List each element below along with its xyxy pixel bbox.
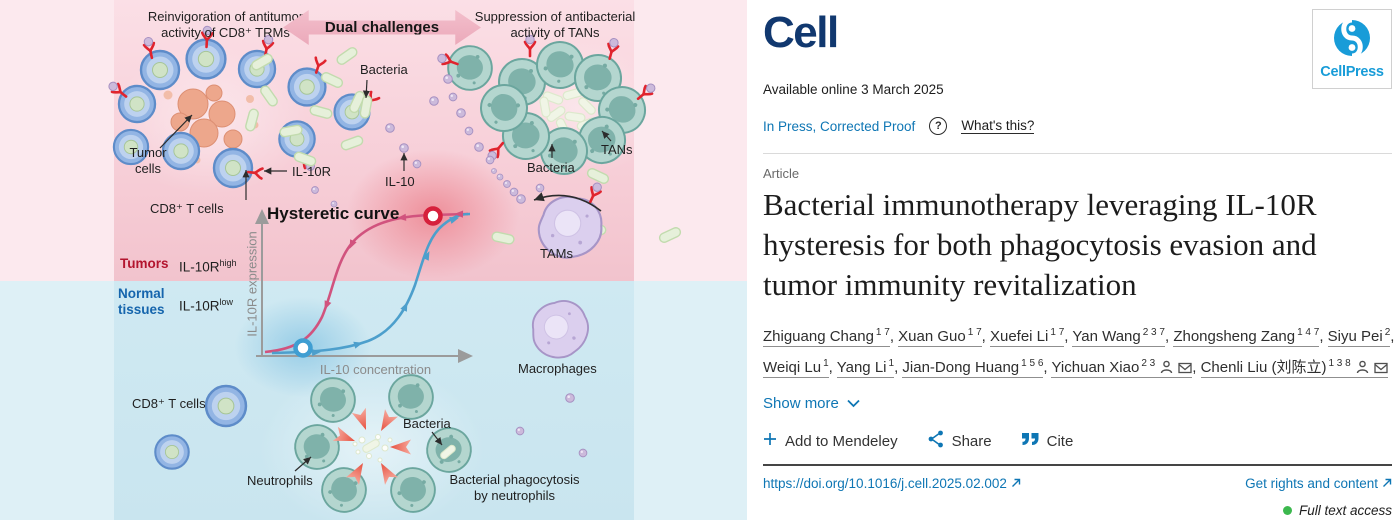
author[interactable]: Zhongsheng Zang 1 4 7, [1173,327,1328,347]
mail-icon[interactable] [1178,354,1192,381]
zone-tumors-label: Tumors [120,256,169,271]
label-bacteria-top: Bacteria [360,62,408,77]
label-tans: TANs [601,142,633,157]
whats-this-link[interactable]: What's this? [961,118,1035,134]
label-suppression: Suppression of antibacterial activity of … [474,9,636,40]
external-link-icon [1382,476,1392,491]
cellpress-logo[interactable]: CellPress [1312,9,1392,89]
graphical-abstract-background [114,0,634,520]
author[interactable]: Jian-Dong Huang 1 5 6, [902,358,1052,378]
tumor-cell-cluster [162,84,259,164]
cellpress-swirl-icon [1332,17,1372,63]
hysteresis-curve-down [264,212,469,354]
in-press-link[interactable]: In Press, Corrected Proof [763,118,916,134]
label-tumor-cells: Tumor cells [129,145,167,176]
leader-lines [159,79,612,472]
rights-link[interactable]: Get rights and content [1245,476,1392,491]
label-reinvigoration: Reinvigoration of antitumor activity of C… [147,9,304,40]
zone-normal-level: IL-10Rlow [179,297,234,314]
divider-dark [763,464,1392,466]
label-il10r: IL-10R [292,164,332,179]
author[interactable]: Xuefei Li 1 7, [989,327,1073,347]
share-icon [928,430,944,452]
label-cd8-bottom: CD8⁺ T cells [132,396,206,411]
cite-button[interactable]: Cite [1021,432,1073,450]
available-online: Available online 3 March 2025 [763,82,944,97]
author[interactable]: Yang Li 1, [836,358,903,378]
high-state-marker [423,206,443,226]
add-to-mendeley-button[interactable]: Add to Mendeley [763,432,898,450]
author[interactable]: Zhiguang Chang 1 7, [763,327,899,347]
person-icon [1160,354,1173,381]
help-icon[interactable]: ? [929,117,948,135]
hysteretic-curve-title: Hysteretic curve [267,204,400,223]
x-axis-label: IL-10 concentration [319,362,432,377]
graphical-abstract-art [0,0,683,519]
y-axis-label: IL-10R expression [244,231,260,337]
label-bacteria-bottom: Bacteria [403,416,451,431]
hysteresis-curve-up [271,212,471,355]
tam-cell [533,181,608,265]
author[interactable]: Weiqi Lu 1, [763,358,837,378]
zone-normal-label: Normal tissues [118,286,165,317]
author[interactable]: Yan Wang 2 3 7, [1072,327,1174,347]
access-badge: Full text access [763,503,1392,518]
graphical-abstract[interactable]: Reinvigoration of antitumor activity of C… [0,0,747,520]
doi-row: https://doi.org/10.1016/j.cell.2025.02.0… [763,476,1392,491]
zone-tumors-level: IL-10Rhigh [179,258,237,275]
action-bar: Add to Mendeley Share Cite [763,430,1392,452]
mail-icon[interactable] [1374,354,1388,381]
hysteresis-plot [255,206,473,363]
label-il10: IL-10 [385,174,415,189]
author[interactable]: Siyu Pei 2, [1327,327,1395,347]
cite-quote-icon [1021,432,1039,450]
article-type: Article [763,166,800,181]
plus-icon [763,432,777,450]
access-dot-icon [1282,506,1292,515]
author[interactable]: Xuan Guo 1 7, [898,327,990,347]
macrophage-cell [524,294,596,365]
label-cd8-top: CD8⁺ T cells [150,201,224,216]
neutrophil-cluster [289,370,480,519]
author[interactable]: Yichuan Xiao 2 3, [1051,358,1200,378]
article-title: Bacterial immunotherapy leveraging IL-10… [763,187,1317,302]
author-list: Zhiguang Chang 1 7, Xuan Guo 1 7, Xuefei L… [763,319,1400,381]
label-bacteria-tans: Bacteria [527,160,575,175]
article-panel: CellPress Cell Available online 3 March … [747,0,1400,520]
journal-logo[interactable]: Cell [763,8,839,57]
status-row: In Press, Corrected Proof ? What's this? [763,117,1392,135]
author[interactable]: Chenli Liu (刘陈立) 1 3 8 [1200,358,1388,378]
doi-link[interactable]: https://doi.org/10.1016/j.cell.2025.02.0… [763,476,1021,491]
cellpress-wordmark: CellPress [1320,64,1384,80]
label-macrophages: Macrophages [518,361,597,376]
show-more-button[interactable]: Show more [763,395,860,412]
low-state-marker [293,338,313,358]
label-tams: TAMs [540,246,573,261]
share-button[interactable]: Share [928,430,992,452]
chevron-down-icon [847,395,860,412]
external-link-icon [1011,476,1021,491]
access-label: Full text access [1298,503,1392,518]
person-icon [1356,354,1369,381]
label-neutrophils: Neutrophils [247,473,313,488]
divider [763,153,1392,154]
label-phagocytosis: Bacterial phagocytosis by neutrophils [449,472,580,503]
